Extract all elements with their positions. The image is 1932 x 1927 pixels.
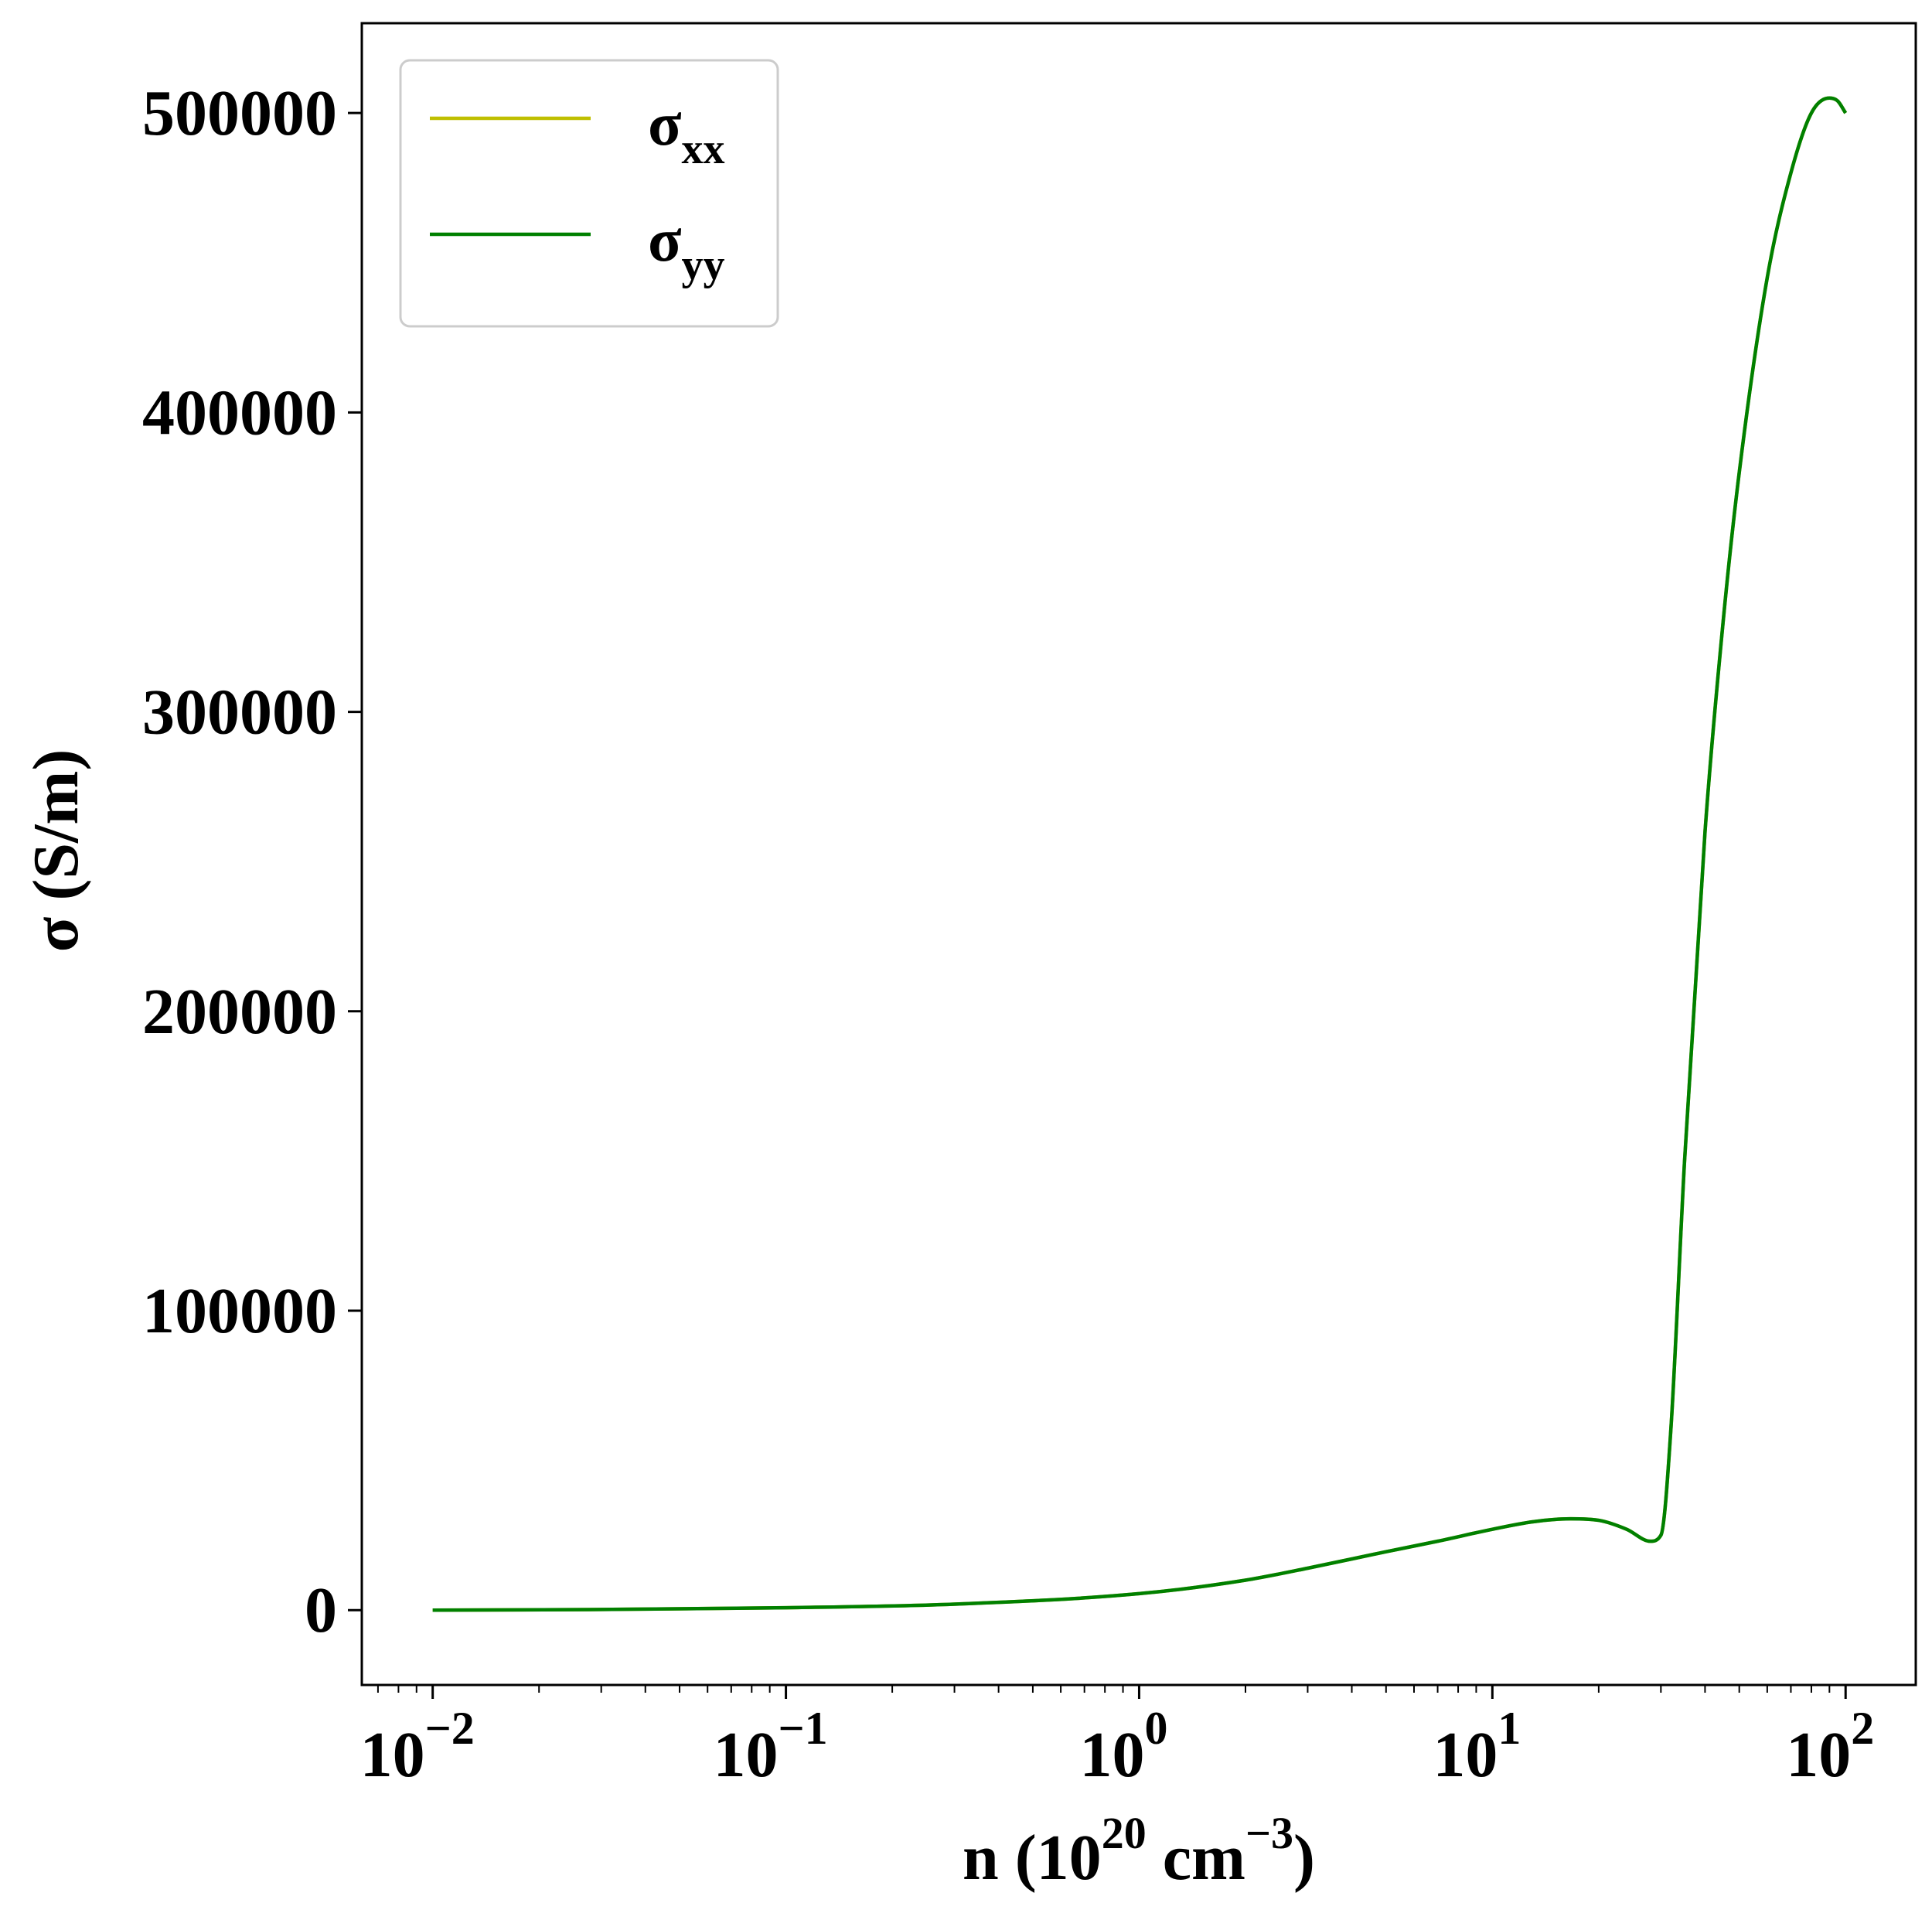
- y-tick-label: 500000: [142, 77, 337, 149]
- x-tick-label: 10−2: [360, 1703, 475, 1791]
- y-tick-label: 400000: [142, 377, 337, 448]
- y-axis-ticks: 0 100000 200000 300000 400000 500000: [142, 77, 362, 1646]
- y-tick-label: 300000: [142, 677, 337, 749]
- series-line-sigma-yy: [432, 96, 1848, 1612]
- legend-label-sigma-xx: σxx: [648, 90, 725, 173]
- x-tick-label: 100: [1079, 1703, 1167, 1791]
- legend-box: [399, 59, 779, 328]
- y-axis-label: σ (S/m): [20, 749, 92, 953]
- x-minor-ticks: [377, 1685, 1831, 1693]
- x-tick-label: 101: [1433, 1703, 1521, 1791]
- plot-frame: [360, 22, 1917, 1687]
- y-tick-label: 0: [305, 1574, 337, 1646]
- x-axis-ticks: 10−2 10−1 100 101 102: [360, 1685, 1874, 1791]
- legend: σxx σyy: [399, 59, 779, 328]
- x-axis-label: n (1020 cm−3): [963, 1808, 1315, 1894]
- x-tick-label: 102: [1786, 1703, 1874, 1791]
- legend-label-sigma-yy: σyy: [648, 206, 725, 289]
- series-lines: [432, 96, 1848, 1612]
- y-tick-label: 100000: [142, 1275, 337, 1347]
- x-tick-label: 10−1: [713, 1703, 827, 1791]
- y-tick-label: 200000: [142, 976, 337, 1048]
